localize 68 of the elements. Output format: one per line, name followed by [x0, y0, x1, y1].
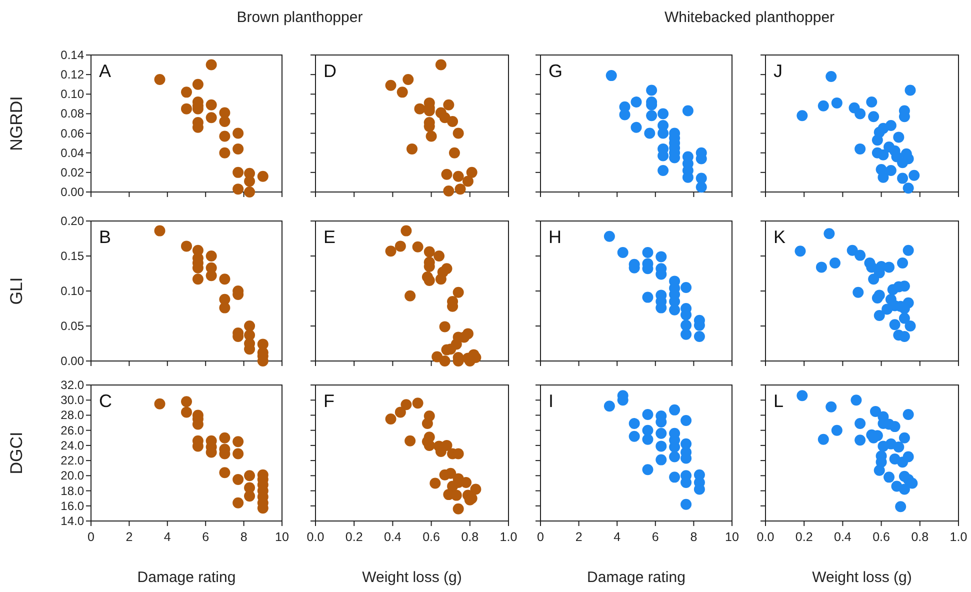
x-tick-label: 4 — [614, 530, 621, 544]
chart-title: Whitebacked planthopper — [664, 9, 835, 26]
annotation: A — [99, 61, 112, 81]
y-tick-label: 26.0 — [60, 423, 84, 438]
x-tick-label: 2 — [126, 530, 133, 544]
x-tick-label: 6 — [652, 530, 659, 544]
x-axis-title: Damage rating — [137, 569, 236, 586]
x-tick-label: 0.8 — [911, 530, 929, 544]
x-tick-label: 0.4 — [834, 530, 852, 544]
x-tick-label: 4 — [164, 530, 171, 544]
y-tick-label: 0.10 — [60, 87, 84, 102]
y-axis-title: NGRDI — [7, 96, 26, 151]
x-tick-label: 2 — [575, 530, 582, 544]
chart-title: Brown planthopper — [236, 9, 363, 26]
x-tick-label: 0.0 — [306, 530, 324, 544]
x-tick-label: 0 — [88, 530, 95, 544]
x-tick-label: 1.0 — [500, 530, 518, 544]
y-tick-label: 0.08 — [60, 106, 84, 121]
annotation: B — [99, 227, 112, 247]
x-axis-title: Weight loss (g) — [362, 569, 462, 586]
x-tick-label: 8 — [690, 530, 698, 544]
y-tick-label: 0.00 — [60, 354, 84, 368]
y-tick-label: 20.0 — [60, 468, 84, 483]
y-tick-label: 0.10 — [60, 284, 84, 298]
annotation: G — [548, 61, 563, 81]
annotation: I — [548, 391, 554, 411]
annotation: E — [324, 227, 336, 247]
annotation: H — [548, 227, 562, 247]
x-axis-title: Damage rating — [587, 569, 686, 586]
x-tick-label: 1.0 — [950, 530, 968, 544]
x-tick-label: 8 — [240, 530, 248, 544]
y-tick-label: 30.0 — [60, 393, 84, 408]
y-tick-label: 28.0 — [60, 408, 84, 422]
x-tick-label: 0.0 — [756, 530, 774, 544]
y-tick-label: 0.20 — [60, 214, 84, 228]
annotation: J — [774, 61, 782, 81]
y-tick-label: 0.12 — [60, 68, 84, 82]
y-axis-title: GLI — [7, 277, 26, 305]
x-tick-label: 6 — [202, 530, 210, 544]
y-tick-label: 0.00 — [60, 185, 84, 199]
y-tick-label: 32.0 — [60, 378, 84, 392]
y-tick-label: 0.02 — [60, 165, 84, 180]
x-tick-label: 0 — [537, 530, 544, 544]
x-tick-label: 0.2 — [345, 530, 363, 544]
y-tick-label: 0.14 — [60, 48, 84, 62]
annotation: F — [324, 391, 334, 411]
x-tick-label: 0.2 — [795, 530, 813, 544]
x-tick-label: 0.6 — [422, 530, 440, 544]
y-tick-label: 24.0 — [60, 438, 84, 452]
x-tick-label: 0.6 — [872, 530, 890, 544]
x-tick-label: 0.8 — [461, 530, 479, 544]
x-tick-label: 0.4 — [384, 530, 402, 544]
y-tick-label: 0.04 — [60, 146, 84, 160]
y-tick-label: 14.0 — [60, 514, 84, 528]
annotation: L — [774, 391, 784, 411]
annotation: D — [324, 61, 336, 81]
x-tick-label: 10 — [725, 530, 739, 544]
annotation: C — [99, 391, 112, 411]
annotation: K — [774, 227, 786, 247]
x-tick-label: 10 — [275, 530, 289, 544]
y-tick-label: 0.06 — [60, 126, 84, 140]
y-tick-label: 18.0 — [60, 484, 84, 498]
y-tick-label: 0.05 — [60, 319, 84, 333]
y-axis-title: DGCI — [7, 432, 26, 474]
y-tick-label: 0.15 — [60, 249, 84, 263]
y-tick-label: 22.0 — [60, 454, 84, 468]
y-tick-label: 16.0 — [60, 498, 84, 513]
x-axis-title: Weight loss (g) — [812, 569, 912, 586]
